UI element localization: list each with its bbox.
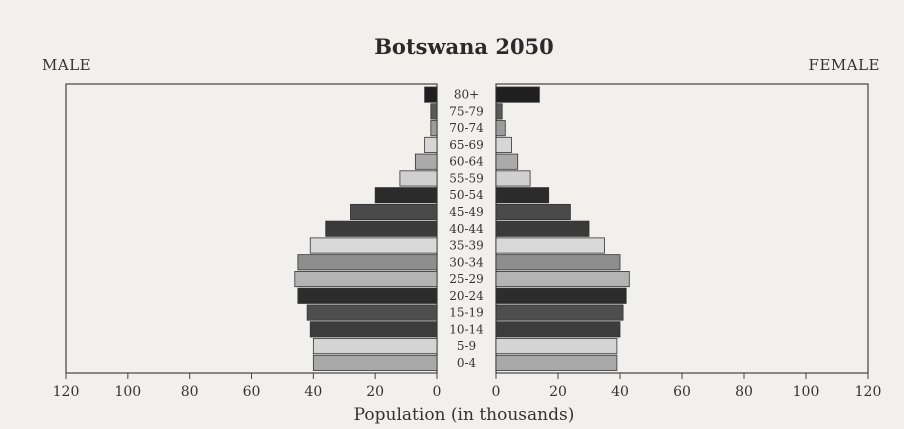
female-bar <box>495 287 627 304</box>
male-bar <box>312 338 438 355</box>
age-group-label: 55-59 <box>449 171 484 185</box>
x-axis-ticks-group: 120 100 80 60 40 20 0 0 20 40 60 80 100 120 <box>53 373 882 400</box>
x-tick-label: 40 <box>304 384 322 400</box>
x-tick-label: 80 <box>735 384 753 400</box>
male-bar <box>325 220 438 237</box>
age-group-label: 25-29 <box>449 272 484 286</box>
age-group-label: 45-49 <box>449 205 484 219</box>
female-bar <box>495 203 571 221</box>
female-bar <box>495 254 621 271</box>
male-bar <box>414 153 438 170</box>
female-bar <box>495 304 624 321</box>
x-tick-label: 60 <box>673 384 691 400</box>
x-tick-label: 0 <box>492 384 501 400</box>
x-tick-label: 40 <box>611 384 629 400</box>
age-group-label: 0-4 <box>457 356 477 370</box>
x-tick-label: 80 <box>181 384 199 400</box>
female-bar <box>495 153 519 170</box>
male-label: MALE <box>42 56 91 74</box>
male-bar <box>309 321 438 338</box>
age-group-label: 65-69 <box>449 138 484 152</box>
age-group-label: 35-39 <box>449 239 484 253</box>
x-axis-title: Population (in thousands) <box>354 405 575 425</box>
age-group-label: 5-9 <box>457 339 476 353</box>
male-bar <box>294 271 438 288</box>
male-bar <box>306 304 438 321</box>
female-bar <box>495 103 503 120</box>
age-group-label: 20-24 <box>449 289 484 303</box>
female-bar <box>495 170 531 187</box>
age-group-label: 75-79 <box>449 104 484 118</box>
chart-title: Botswana 2050 <box>374 34 554 59</box>
age-group-label: 10-14 <box>449 322 484 336</box>
x-tick-label: 100 <box>114 384 141 400</box>
x-tick-label: 20 <box>549 384 567 400</box>
male-bar <box>374 187 438 204</box>
female-bar <box>495 86 540 103</box>
female-bar <box>495 237 605 254</box>
female-bar <box>495 136 512 153</box>
x-tick-label: 60 <box>243 384 261 400</box>
female-bar <box>495 187 550 204</box>
female-bars-group <box>495 86 630 371</box>
age-group-label: 50-54 <box>449 188 484 202</box>
female-label: FEMALE <box>809 56 880 74</box>
female-bar <box>495 271 630 288</box>
female-bar <box>495 321 621 338</box>
male-bar <box>424 136 438 153</box>
age-group-label: 30-34 <box>449 255 484 269</box>
x-tick-label: 100 <box>793 384 820 400</box>
male-bar <box>399 170 438 187</box>
male-bar <box>430 103 438 120</box>
age-group-label: 80+ <box>454 88 479 102</box>
male-bar <box>350 203 438 221</box>
male-bar <box>297 254 438 271</box>
female-bar <box>495 120 506 137</box>
age-group-label: 15-19 <box>449 306 484 320</box>
female-bar <box>495 338 618 355</box>
male-bar <box>312 354 438 371</box>
male-bar <box>309 237 438 254</box>
x-tick-label: 120 <box>855 384 882 400</box>
x-tick-label: 0 <box>433 384 442 400</box>
female-bar <box>495 220 590 237</box>
male-bars-group <box>294 86 438 371</box>
x-tick-label: 120 <box>53 384 80 400</box>
age-group-label: 70-74 <box>449 121 484 135</box>
male-bar <box>297 287 438 304</box>
female-bar <box>495 354 618 371</box>
male-bar <box>424 86 438 103</box>
male-bar <box>430 120 438 137</box>
age-labels-group: 80+ 75-79 70-74 65-69 60-64 55-59 50-54 45-49 40… <box>449 88 484 370</box>
age-group-label: 60-64 <box>449 155 484 169</box>
age-group-label: 40-44 <box>449 222 484 236</box>
x-tick-label: 20 <box>366 384 384 400</box>
